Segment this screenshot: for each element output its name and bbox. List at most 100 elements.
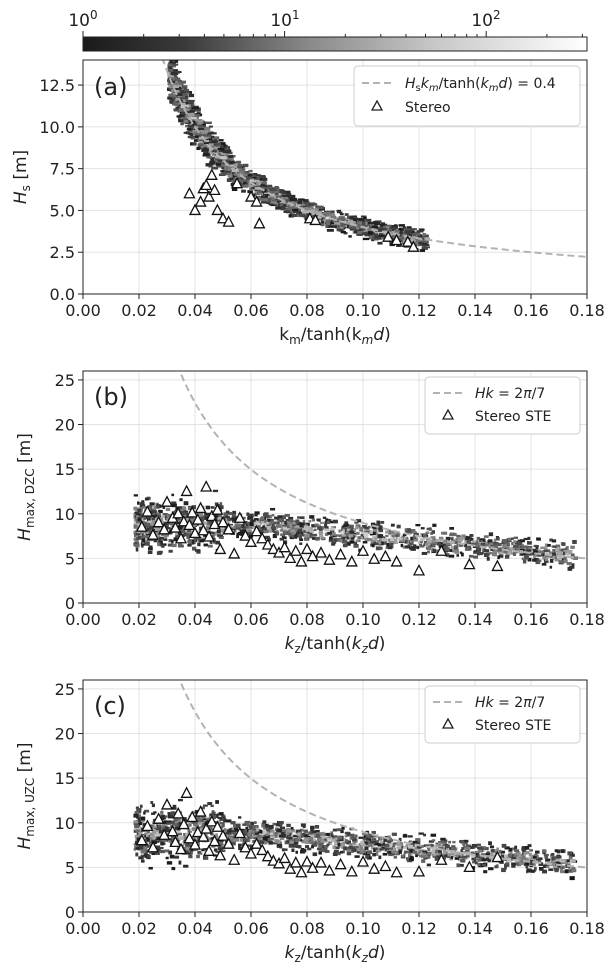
- density-cell: [168, 850, 173, 855]
- density-cell: [487, 551, 493, 555]
- density-cell: [162, 505, 166, 509]
- density-cell: [232, 513, 236, 518]
- density-cell: [267, 537, 271, 542]
- density-cell: [362, 237, 370, 241]
- density-cell: [160, 810, 164, 814]
- density-cell: [555, 547, 560, 552]
- density-cell: [443, 539, 449, 543]
- density-cell: [506, 546, 510, 551]
- density-cell: [513, 545, 519, 548]
- density-cell: [315, 829, 320, 833]
- density-cell: [252, 526, 255, 530]
- density-cell: [136, 513, 142, 516]
- density-cell: [188, 854, 193, 859]
- density-cell: [172, 85, 179, 89]
- density-cell: [527, 844, 532, 848]
- density-cell: [228, 166, 234, 170]
- density-cell: [478, 849, 483, 853]
- density-cell: [477, 858, 482, 862]
- density-cell: [135, 829, 141, 834]
- density-cell: [245, 826, 249, 830]
- density-cell: [299, 839, 303, 842]
- panel-a-xlabel: km/tanh(kmd): [279, 325, 391, 347]
- density-cell: [169, 77, 175, 81]
- density-cell: [135, 532, 141, 536]
- density-cell: [336, 828, 343, 832]
- density-cell: [249, 179, 255, 182]
- density-cell: [203, 543, 209, 547]
- density-cell: [192, 129, 197, 134]
- density-cell: [499, 551, 504, 555]
- density-cell: [386, 543, 390, 547]
- density-cell: [179, 96, 185, 100]
- density-cell: [290, 197, 298, 202]
- panel-b-ylabel: Hmax, DZC [m]: [15, 433, 37, 541]
- density-cell: [254, 513, 258, 517]
- density-cell: [187, 135, 195, 139]
- density-cell: [372, 237, 379, 241]
- density-cell: [271, 199, 278, 203]
- density-cell: [237, 165, 243, 169]
- density-cell: [290, 826, 294, 830]
- density-cell: [238, 816, 242, 819]
- density-cell: [545, 558, 549, 561]
- density-cell: [174, 820, 180, 825]
- data-point-triangle: [169, 521, 182, 533]
- density-cell: [407, 528, 412, 532]
- density-cell: [152, 514, 158, 518]
- density-cell: [398, 837, 402, 842]
- density-cell: [133, 813, 139, 818]
- density-cell: [238, 179, 246, 183]
- density-cell: [147, 838, 154, 842]
- density-cell: [401, 233, 406, 237]
- density-cell: [257, 183, 263, 187]
- density-cell: [519, 539, 525, 543]
- density-cell: [177, 828, 181, 831]
- y-tick-label: 5: [65, 549, 75, 568]
- density-cell: [362, 227, 369, 231]
- x-tick-label: 0.08: [289, 301, 325, 320]
- density-cell: [135, 852, 139, 857]
- density-cell: [537, 550, 541, 555]
- density-cell: [175, 823, 180, 827]
- density-cell: [492, 552, 497, 557]
- density-cell: [291, 848, 295, 852]
- density-cell: [566, 562, 572, 566]
- density-cell: [185, 119, 192, 122]
- density-cell: [213, 514, 218, 517]
- x-tick-label: 0.02: [121, 610, 157, 629]
- density-cell: [286, 831, 290, 836]
- density-cell: [328, 224, 332, 228]
- density-cell: [348, 845, 354, 849]
- density-cell: [444, 847, 448, 850]
- density-cell: [229, 177, 234, 180]
- density-cell: [511, 541, 514, 546]
- density-cell: [393, 530, 398, 534]
- y-tick-label: 5.0: [50, 201, 75, 220]
- density-cell: [544, 855, 548, 859]
- density-cell: [355, 525, 359, 530]
- density-cell: [218, 841, 224, 845]
- density-cell: [254, 186, 261, 190]
- density-cell: [236, 534, 239, 539]
- density-cell: [140, 859, 145, 863]
- density-cell: [444, 853, 448, 858]
- panel-b: 0.00 0.02 0.04 0.06 0.08 0.10 0.12 0.14 0.16 0.18…: [15, 370, 605, 656]
- density-cell: [551, 552, 557, 556]
- density-cell: [373, 847, 379, 852]
- density-cell: [351, 837, 357, 842]
- density-cell: [536, 537, 541, 541]
- density-cell: [169, 854, 175, 859]
- density-cell: [198, 140, 203, 143]
- density-cell: [298, 536, 302, 539]
- density-cell: [471, 540, 476, 543]
- density-cell: [369, 531, 373, 534]
- density-cell: [297, 516, 301, 519]
- density-cell: [409, 857, 414, 862]
- density-cell: [518, 544, 521, 547]
- density-cell: [305, 845, 310, 849]
- density-cell: [186, 533, 192, 537]
- density-cell: [286, 520, 290, 524]
- density-cell: [390, 843, 396, 846]
- density-cell: [285, 199, 290, 203]
